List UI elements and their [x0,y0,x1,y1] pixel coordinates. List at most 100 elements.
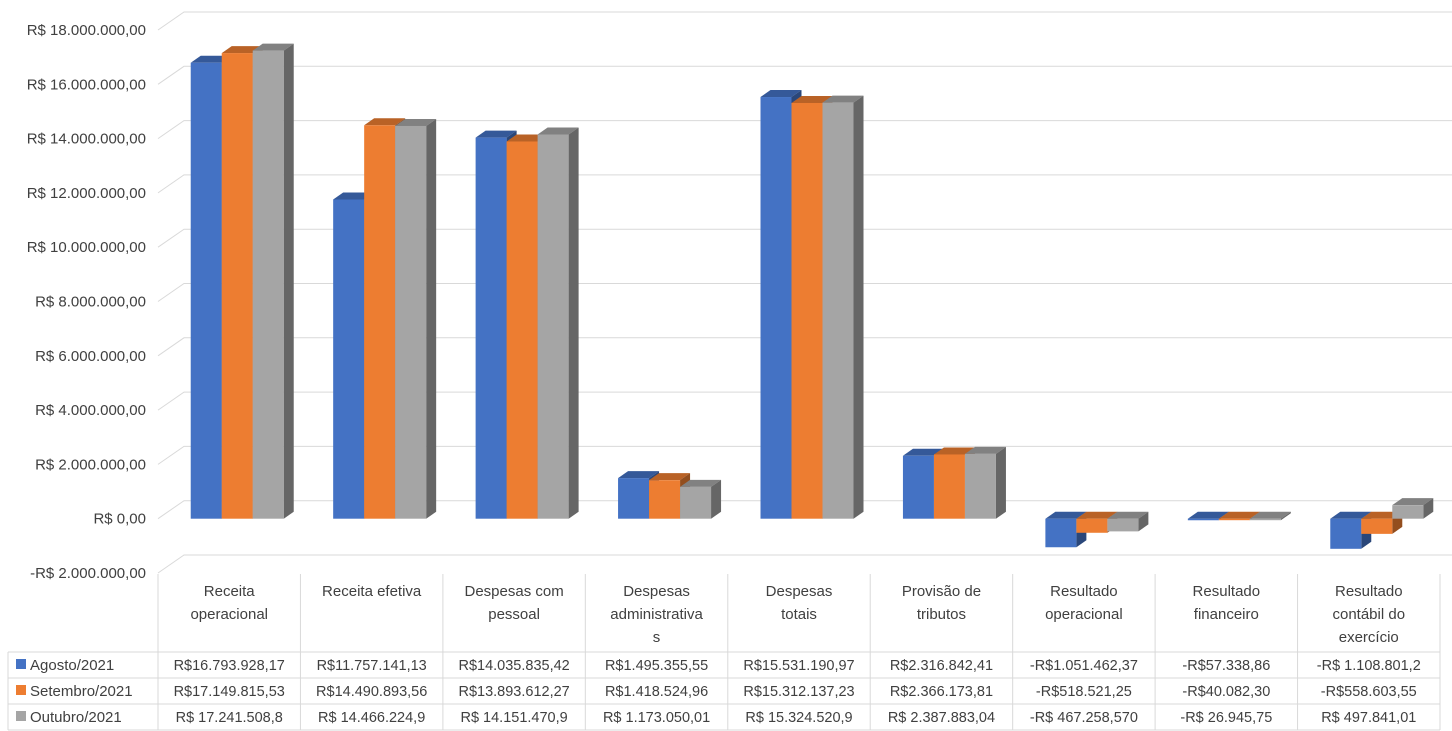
bar-front [1187,518,1219,521]
data-label: -R$57.338,86 [1182,658,1270,674]
bar-top [395,118,437,126]
bar-front [791,102,823,519]
bar-Setembro/2021 [1361,511,1403,534]
bar-front [1361,518,1393,534]
bar-side [1423,498,1434,519]
legend-swatch-Outubro/2021 [16,711,26,721]
y-tick-label: R$ 18.000.000,00 [27,22,146,39]
bar-side [853,95,864,519]
bar-Outubro/2021 [822,95,864,519]
bar-front [964,453,996,519]
bar-front [395,125,427,519]
category-label: administrativa [610,606,703,623]
gridline [157,120,1452,140]
bar-side [1138,511,1149,532]
bar-top [1107,511,1149,519]
bar-front [1107,518,1139,532]
gridline [157,174,1452,194]
y-tick-label: R$ 2.000.000,00 [35,456,146,473]
y-tick-label: -R$ 2.000.000,00 [30,565,146,582]
bars [190,43,1434,549]
bar-top [760,90,802,98]
bar-top [1392,498,1434,506]
bar-top [649,473,691,481]
bar-side [1280,511,1291,521]
bar-front [221,53,253,519]
y-tick-label: R$ 8.000.000,00 [35,294,146,311]
data-label: R$14.035.835,42 [458,658,569,674]
legend-label: Outubro/2021 [30,709,122,726]
data-label: R$ 1.173.050,01 [603,710,710,726]
data-label: R$ 17.241.508,8 [176,710,283,726]
data-label: R$ 2.387.883,04 [888,710,995,726]
legend-label: Agosto/2021 [30,657,114,674]
bar-front [933,454,965,519]
bar-Outubro/2021 [1249,511,1291,521]
gridline [157,11,1452,31]
bar-top [506,134,548,142]
category-label: operacional [190,606,268,623]
gridline [157,228,1452,248]
category-label: Resultado [1050,583,1118,600]
y-tick-label: R$ 10.000.000,00 [27,239,146,256]
bar-side [711,479,722,519]
bar-front [1392,505,1424,519]
bar-top [1045,511,1087,519]
y-tick-label: R$ 12.000.000,00 [27,185,146,202]
data-label: R$13.893.612,27 [458,684,569,700]
bar-front [190,62,222,519]
legend-swatch-Setembro/2021 [16,685,26,695]
bar-front [618,478,650,519]
gridline [157,337,1452,357]
bar-front [680,486,712,519]
data-label: R$15.531.190,97 [743,658,854,674]
bar-Outubro/2021 [537,127,579,519]
bar-side [995,446,1006,519]
bar-front [822,102,854,519]
data-label: R$1.418.524,96 [605,684,708,700]
bar-top [1361,511,1403,519]
legend-swatch-Agosto/2021 [16,659,26,669]
bar-front [649,480,681,519]
y-tick-label: R$ 14.000.000,00 [27,131,146,148]
data-label: -R$518.521,25 [1036,684,1132,700]
category-label: exercício [1339,629,1399,646]
bar-top [475,130,517,138]
bar-top [680,479,722,487]
data-label: R$17.149.815,53 [174,684,285,700]
gridline [157,65,1452,85]
bar-top [964,446,1006,454]
bar-top [190,55,232,63]
data-label: R$2.316.842,41 [890,658,993,674]
legend-label: Setembro/2021 [30,683,133,700]
data-label: -R$ 467.258,570 [1030,710,1138,726]
data-label: R$ 497.841,01 [1321,710,1416,726]
bar-top [537,127,579,135]
data-label: -R$ 1.108.801,2 [1317,658,1421,674]
y-tick-label: R$ 4.000.000,00 [35,402,146,419]
bar-front [902,455,934,519]
category-label: Despesas com [465,583,564,600]
y-tick-label: R$ 6.000.000,00 [35,348,146,365]
bar-front [333,199,365,519]
bar-top [618,471,660,479]
category-label: s [653,629,661,646]
data-label: R$15.312.137,23 [743,684,854,700]
bar-top [252,43,294,51]
bar-Outubro/2021 [395,118,437,519]
data-label: -R$558.603,55 [1321,684,1417,700]
bar-front [1045,518,1077,548]
gridline [157,500,1452,520]
bar-front [1330,518,1362,549]
bar-Outubro/2021 [680,479,722,519]
data-label: R$14.490.893,56 [316,684,427,700]
bar-front [364,125,396,519]
category-label: Receita efetiva [322,583,422,600]
data-table: Receita operacional Receita efetiva Despesa… [7,574,1441,731]
bar-top [791,95,833,103]
gridline [157,554,1452,574]
bar-side [283,43,294,519]
category-label: Despesas [623,583,690,600]
data-label: R$1.495.355,55 [605,658,708,674]
bar-top [333,192,375,200]
